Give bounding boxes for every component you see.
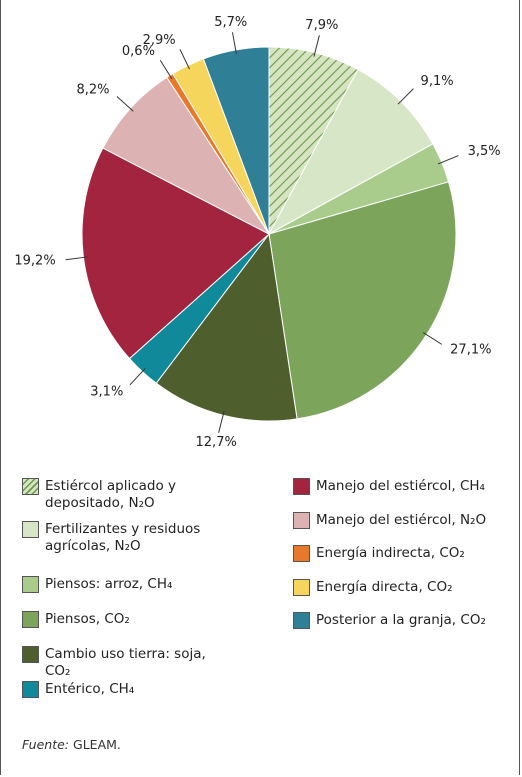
leader-line <box>65 256 88 261</box>
legend-swatch <box>22 478 39 495</box>
data-label: 2,9% <box>143 33 176 48</box>
legend-label: Energía directa, CO₂ <box>316 579 453 595</box>
leader-line <box>437 155 459 165</box>
data-label: 3,5% <box>468 144 501 159</box>
legend-swatch <box>293 579 310 596</box>
legend-item: Manejo del estiércol, CH₄ <box>293 478 493 495</box>
legend-label: Entérico, CH₄ <box>45 681 135 697</box>
chart: 7,9% 9,1% 3,5% 27,1% 12,7% 3,1% 19,2% 8,2% 0,6%2… <box>14 15 501 450</box>
leader-line <box>231 32 237 55</box>
data-label: 8,2% <box>76 82 109 97</box>
legend-label: Posterior a la granja, CO₂ <box>316 612 486 628</box>
legend-item: Piensos: arroz, CH₄ <box>22 576 222 593</box>
legend-swatch <box>22 576 39 593</box>
data-label: 9,1% <box>421 74 454 89</box>
legend-label: Energía indirecta, CO₂ <box>316 545 465 561</box>
legend-swatch <box>293 612 310 629</box>
leader-line <box>179 49 190 70</box>
data-label: 12,7% <box>196 435 237 450</box>
data-label: 7,9% <box>305 18 338 33</box>
data-label: 0,6% <box>122 44 155 59</box>
legend-label: Piensos: arroz, CH₄ <box>45 576 173 592</box>
legend-swatch <box>22 646 39 663</box>
legend-swatch <box>22 521 39 538</box>
legend-label: Piensos, CO₂ <box>45 611 130 627</box>
legend-swatch <box>22 611 39 628</box>
legend-item: Posterior a la granja, CO₂ <box>293 612 493 629</box>
source-text: GLEAM. <box>73 737 121 752</box>
legend-swatch <box>293 545 310 562</box>
legend-label: Manejo del estiércol, N₂O <box>316 512 487 528</box>
legend-label: Estiércol aplicado y depositado, N₂O <box>45 478 177 511</box>
legend-item: Fertilizantes y residuos agrícolas, N₂O <box>22 521 222 555</box>
data-label: 19,2% <box>14 253 55 268</box>
legend-item: Cambio uso tierra: soja, CO₂ <box>22 646 222 680</box>
legend-item: Estiércol aplicado y depositado, N₂O <box>22 478 222 512</box>
leader-line <box>422 332 443 345</box>
data-label: 27,1% <box>450 342 491 357</box>
source-label: Fuente: <box>22 737 70 752</box>
legend-item: Entérico, CH₄ <box>22 681 222 698</box>
legend-item: Energía indirecta, CO₂ <box>293 545 493 562</box>
source: Fuente: GLEAM. <box>22 737 121 752</box>
legend-swatch <box>293 478 310 495</box>
leader-line <box>397 88 414 105</box>
leader-line <box>218 411 225 433</box>
legend-swatch <box>293 512 310 529</box>
leader-line <box>313 35 320 57</box>
leader-line <box>129 368 146 386</box>
data-label: 3,1% <box>90 385 123 400</box>
leader-line <box>159 59 173 80</box>
legend-label: Cambio uso tierra: soja, CO₂ <box>45 646 206 679</box>
data-label: 5,7% <box>214 15 247 30</box>
legend-item: Energía directa, CO₂ <box>293 579 493 596</box>
legend-item: Piensos, CO₂ <box>22 611 222 628</box>
legend-label: Fertilizantes y residuos agrícolas, N₂O <box>45 521 201 554</box>
legend-item: Manejo del estiércol, N₂O <box>293 512 493 529</box>
legend-swatch <box>22 681 39 698</box>
legend-label: Manejo del estiércol, CH₄ <box>316 478 485 494</box>
leader-line <box>116 96 134 112</box>
